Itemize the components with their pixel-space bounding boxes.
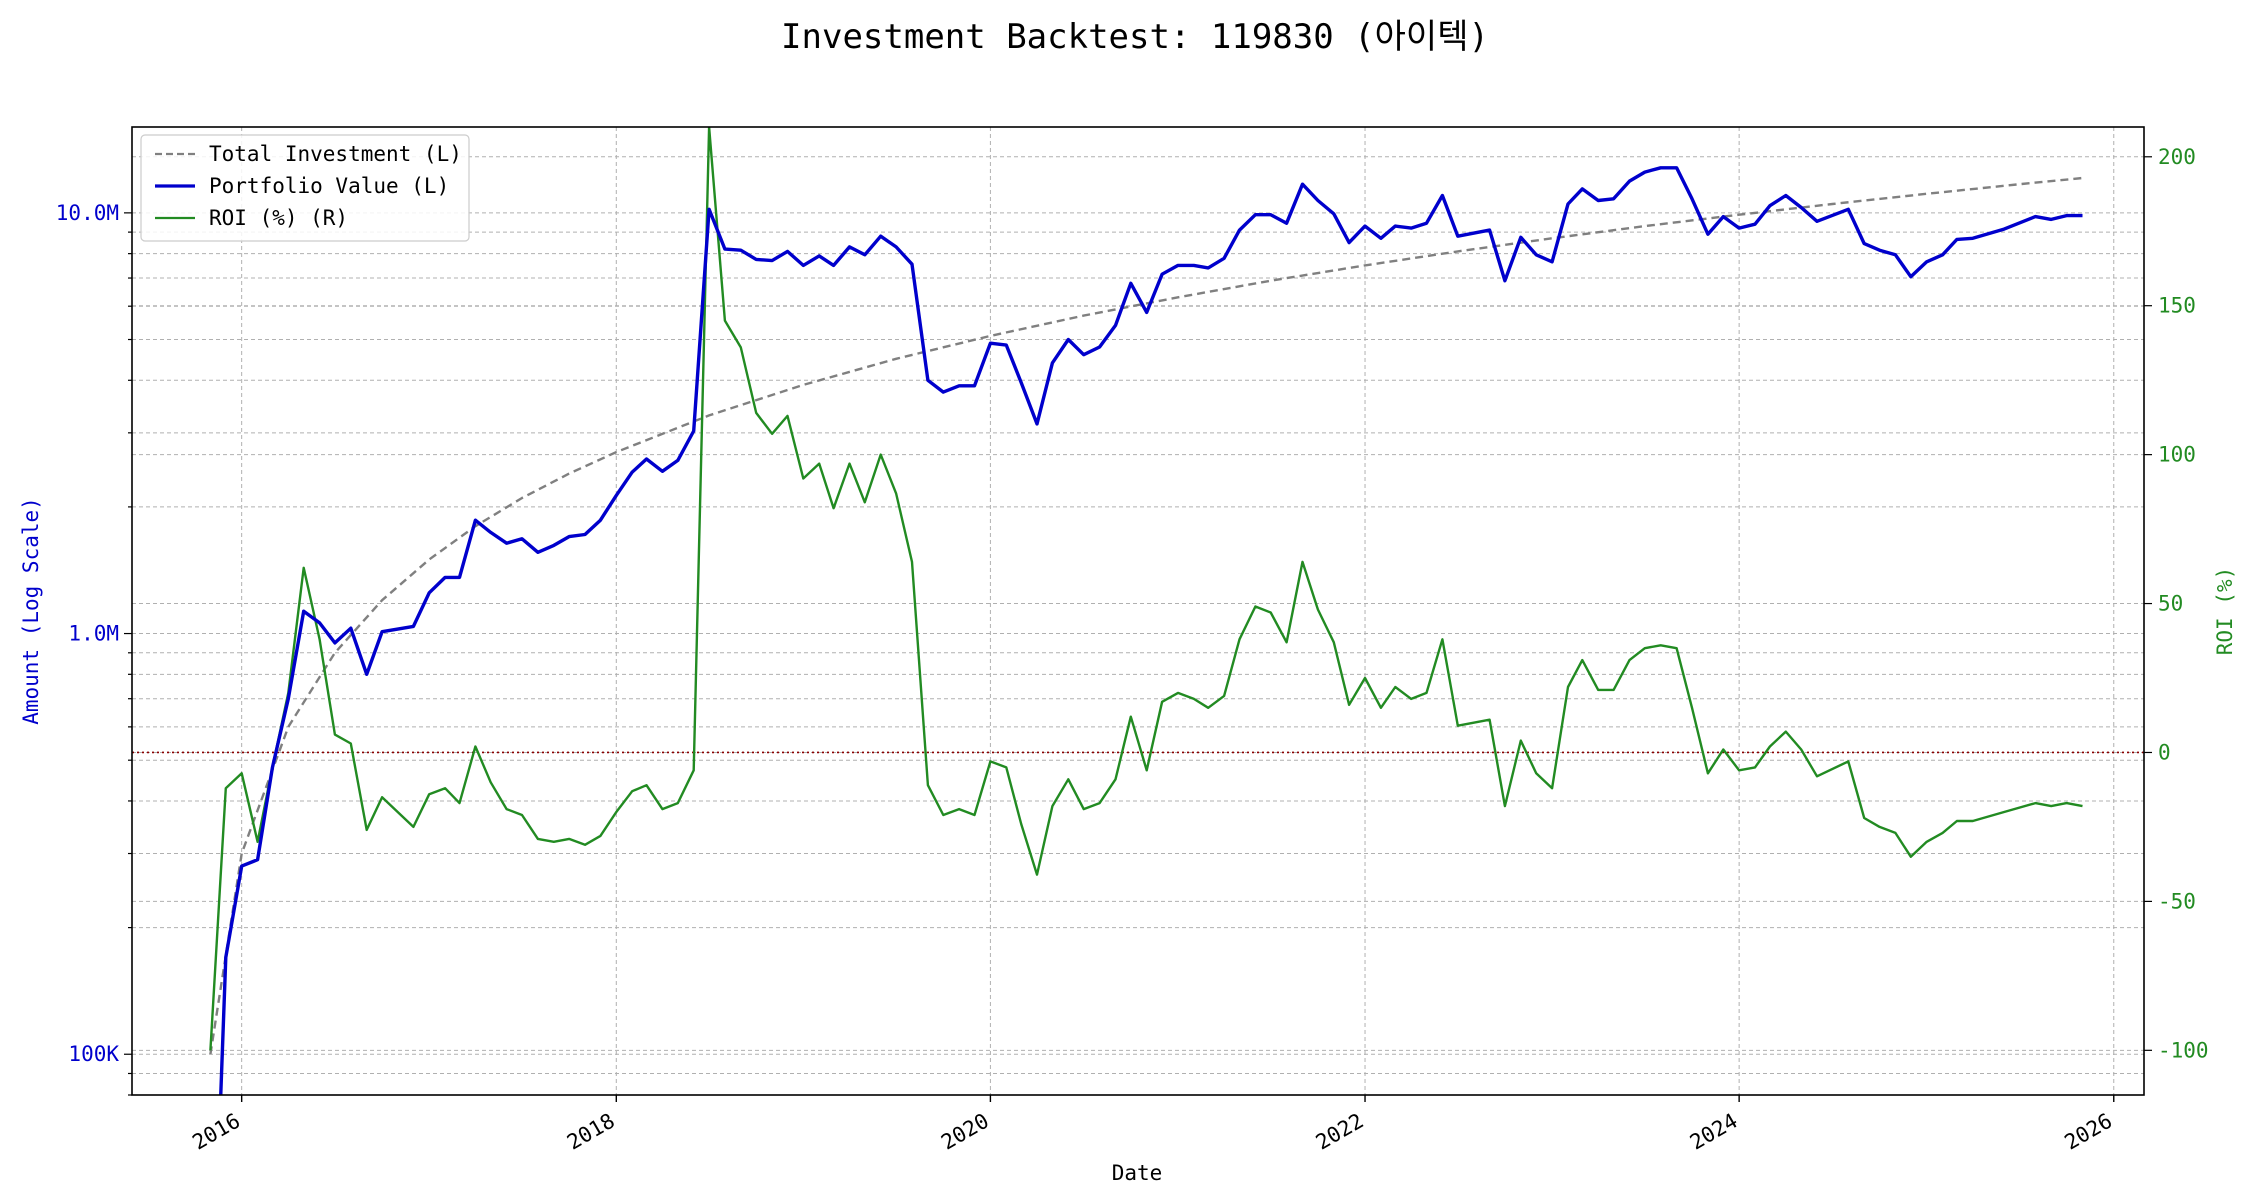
right-tick-label: 0 [2158, 740, 2171, 764]
left-tick-label: 10.0M [56, 201, 119, 225]
legend-label-roi: ROI (%) (R) [209, 206, 348, 230]
right-tick-label: 150 [2158, 294, 2196, 318]
left-tick-label: 100K [68, 1042, 119, 1066]
right-tick-label: 200 [2158, 145, 2196, 169]
chart-title: Investment Backtest: 119830 (아이텍) [781, 17, 1489, 57]
series-layer [132, 127, 2144, 1095]
right-tick-label: -50 [2158, 889, 2196, 913]
right-tick-label: 50 [2158, 592, 2183, 616]
legend-label-portfolio: Portfolio Value (L) [209, 174, 449, 198]
series-line-total-investment [209, 176, 2083, 1055]
legend-label-investment: Total Investment (L) [209, 142, 462, 166]
plot-frame [131, 126, 2145, 1096]
series-line-portfolio-value [219, 166, 2083, 1095]
left-tick-label: 1.0M [68, 622, 119, 646]
right-tick-label: -100 [2158, 1038, 2209, 1062]
right-tick-label: 100 [2158, 443, 2196, 467]
series-line-roi [209, 127, 2083, 1051]
legend-box [140, 134, 470, 242]
left-axis-label: Amount (Log Scale) [19, 497, 43, 725]
x-axis-label: Date [1112, 1161, 1163, 1185]
legend: Total Investment (L) Portfolio Value (L)… [140, 134, 470, 242]
right-axis-label: ROI (%) [2213, 567, 2237, 656]
